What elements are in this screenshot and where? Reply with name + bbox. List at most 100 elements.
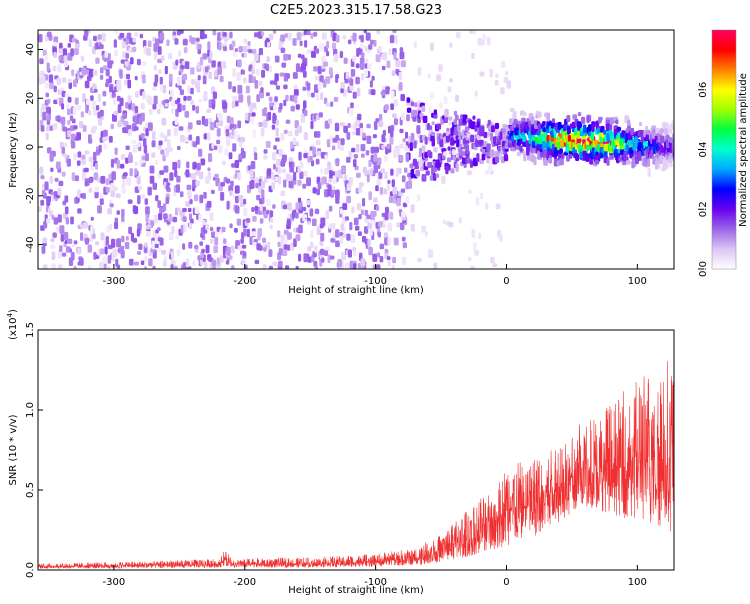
spectrogram-cell	[452, 156, 456, 161]
spectrogram-cell	[310, 229, 314, 239]
spectrogram-cell	[303, 253, 308, 263]
spectrogram-cell	[66, 158, 71, 167]
spectrogram-cell	[234, 205, 240, 214]
spectrogram-x-label: Height of straight line (km)	[288, 285, 424, 296]
snr-x-tick-label: -300	[103, 577, 126, 588]
spectrogram-cell	[353, 249, 357, 256]
spectrogram-cell	[197, 255, 201, 261]
snr-y-tick-label: 1.0	[25, 402, 36, 418]
spectrogram-cell	[160, 149, 165, 155]
spectrogram-cell	[456, 139, 460, 148]
spectrogram-cell	[99, 74, 104, 80]
spectrogram-cell	[52, 65, 57, 72]
spectrogram-cell	[379, 113, 383, 121]
spectrogram-cell	[44, 54, 49, 64]
spectrogram-cell	[243, 198, 247, 205]
spectrogram-cell	[81, 159, 86, 165]
spectrogram-cell	[468, 189, 472, 194]
spectrogram-cell	[76, 132, 81, 141]
spectrogram-cell	[388, 196, 394, 203]
spectrogram-cell	[252, 48, 257, 55]
spectrogram-cell	[238, 94, 244, 103]
spectrogram-cell	[347, 249, 352, 258]
spectrogram-cell	[316, 151, 322, 156]
spectrogram-cell	[273, 163, 277, 170]
spectrogram-cell	[489, 68, 493, 78]
spectrogram-cell	[400, 188, 406, 193]
spectrogram-cell	[101, 32, 106, 42]
spectrogram-cell	[138, 243, 143, 250]
spectrogram-cell	[378, 46, 383, 53]
spectrogram-cell	[136, 228, 141, 237]
spectrogram-cell	[577, 130, 581, 140]
spectrogram-cell	[245, 85, 250, 94]
spectrogram-cell	[352, 91, 357, 99]
spectrogram-cell	[236, 218, 242, 226]
spectrogram-cell	[167, 139, 171, 148]
spectrogram-cell	[243, 207, 248, 217]
spectrogram-cell	[303, 148, 307, 154]
spectrogram-cell	[278, 148, 283, 157]
spectrogram-cell	[205, 176, 210, 184]
spectrogram-cell	[90, 95, 94, 101]
spectrogram-cell	[269, 210, 274, 218]
spectrogram-cell	[335, 134, 339, 143]
spectrogram-cell	[175, 59, 179, 66]
spectrogram-cell	[325, 210, 329, 220]
spectrogram-cell	[353, 159, 357, 168]
spectrogram-cell	[500, 61, 506, 68]
spectrogram-cell	[108, 75, 112, 84]
spectrogram-cell	[360, 258, 366, 267]
spectrogram-cell	[87, 244, 92, 253]
spectrogram-cell	[616, 126, 622, 132]
spectrogram-cell	[318, 112, 323, 118]
spectrogram-cell	[242, 69, 246, 75]
spectrogram-cell	[82, 193, 86, 200]
spectrogram-cell	[123, 79, 129, 86]
spectrogram-cell	[43, 264, 48, 269]
spectrogram-cell	[347, 39, 352, 45]
spectrogram-cell	[369, 168, 373, 176]
spectrogram-cell	[306, 177, 311, 187]
spectrogram-cell	[128, 226, 133, 235]
spectrogram-cell	[188, 241, 193, 249]
spectrogram-cell	[214, 173, 219, 178]
spectrogram-cell	[62, 77, 67, 83]
spectrogram-cell	[283, 179, 287, 188]
spectrogram-cell	[272, 114, 277, 124]
spectrogram-cell	[254, 205, 259, 211]
spectrogram-cell	[360, 52, 365, 58]
spectrogram-cell	[174, 265, 178, 269]
spectrogram-cell	[471, 229, 476, 238]
spectrogram-cell	[333, 96, 339, 102]
spectrogram-cell	[484, 202, 489, 210]
spectrogram-cell	[265, 63, 269, 72]
spectrogram-cell	[114, 30, 118, 35]
spectrogram-cell	[62, 48, 67, 57]
spectrogram-cell	[430, 131, 436, 136]
spectrogram-cell	[262, 264, 267, 269]
spectrogram-cell	[234, 228, 238, 233]
spectrogram-cell	[261, 31, 265, 36]
spectrogram-cell	[329, 135, 333, 144]
spectrogram-cell	[162, 84, 167, 94]
spectrogram-cell	[133, 126, 139, 131]
spectrogram-cell	[190, 218, 194, 224]
spectrogram-cell	[373, 39, 377, 47]
spectrogram-cell	[315, 48, 320, 54]
spectrogram-cell	[152, 104, 157, 110]
spectrogram-cell	[230, 133, 235, 140]
spectrogram-cell	[316, 131, 321, 138]
spectrogram-cell	[222, 32, 227, 37]
spectrogram-cell	[221, 160, 226, 166]
spectrogram-cell	[629, 147, 634, 154]
spectrogram-cell	[470, 265, 475, 269]
spectrogram-cell	[132, 237, 138, 243]
spectrogram-cell	[132, 37, 136, 43]
spectrogram-cell	[542, 121, 546, 126]
spectrogram-cell	[355, 225, 360, 231]
spectrogram-cell	[334, 122, 340, 132]
spectrogram-cell	[84, 150, 90, 155]
spectrogram-cell	[119, 69, 123, 79]
spectrogram-cell	[424, 136, 428, 145]
